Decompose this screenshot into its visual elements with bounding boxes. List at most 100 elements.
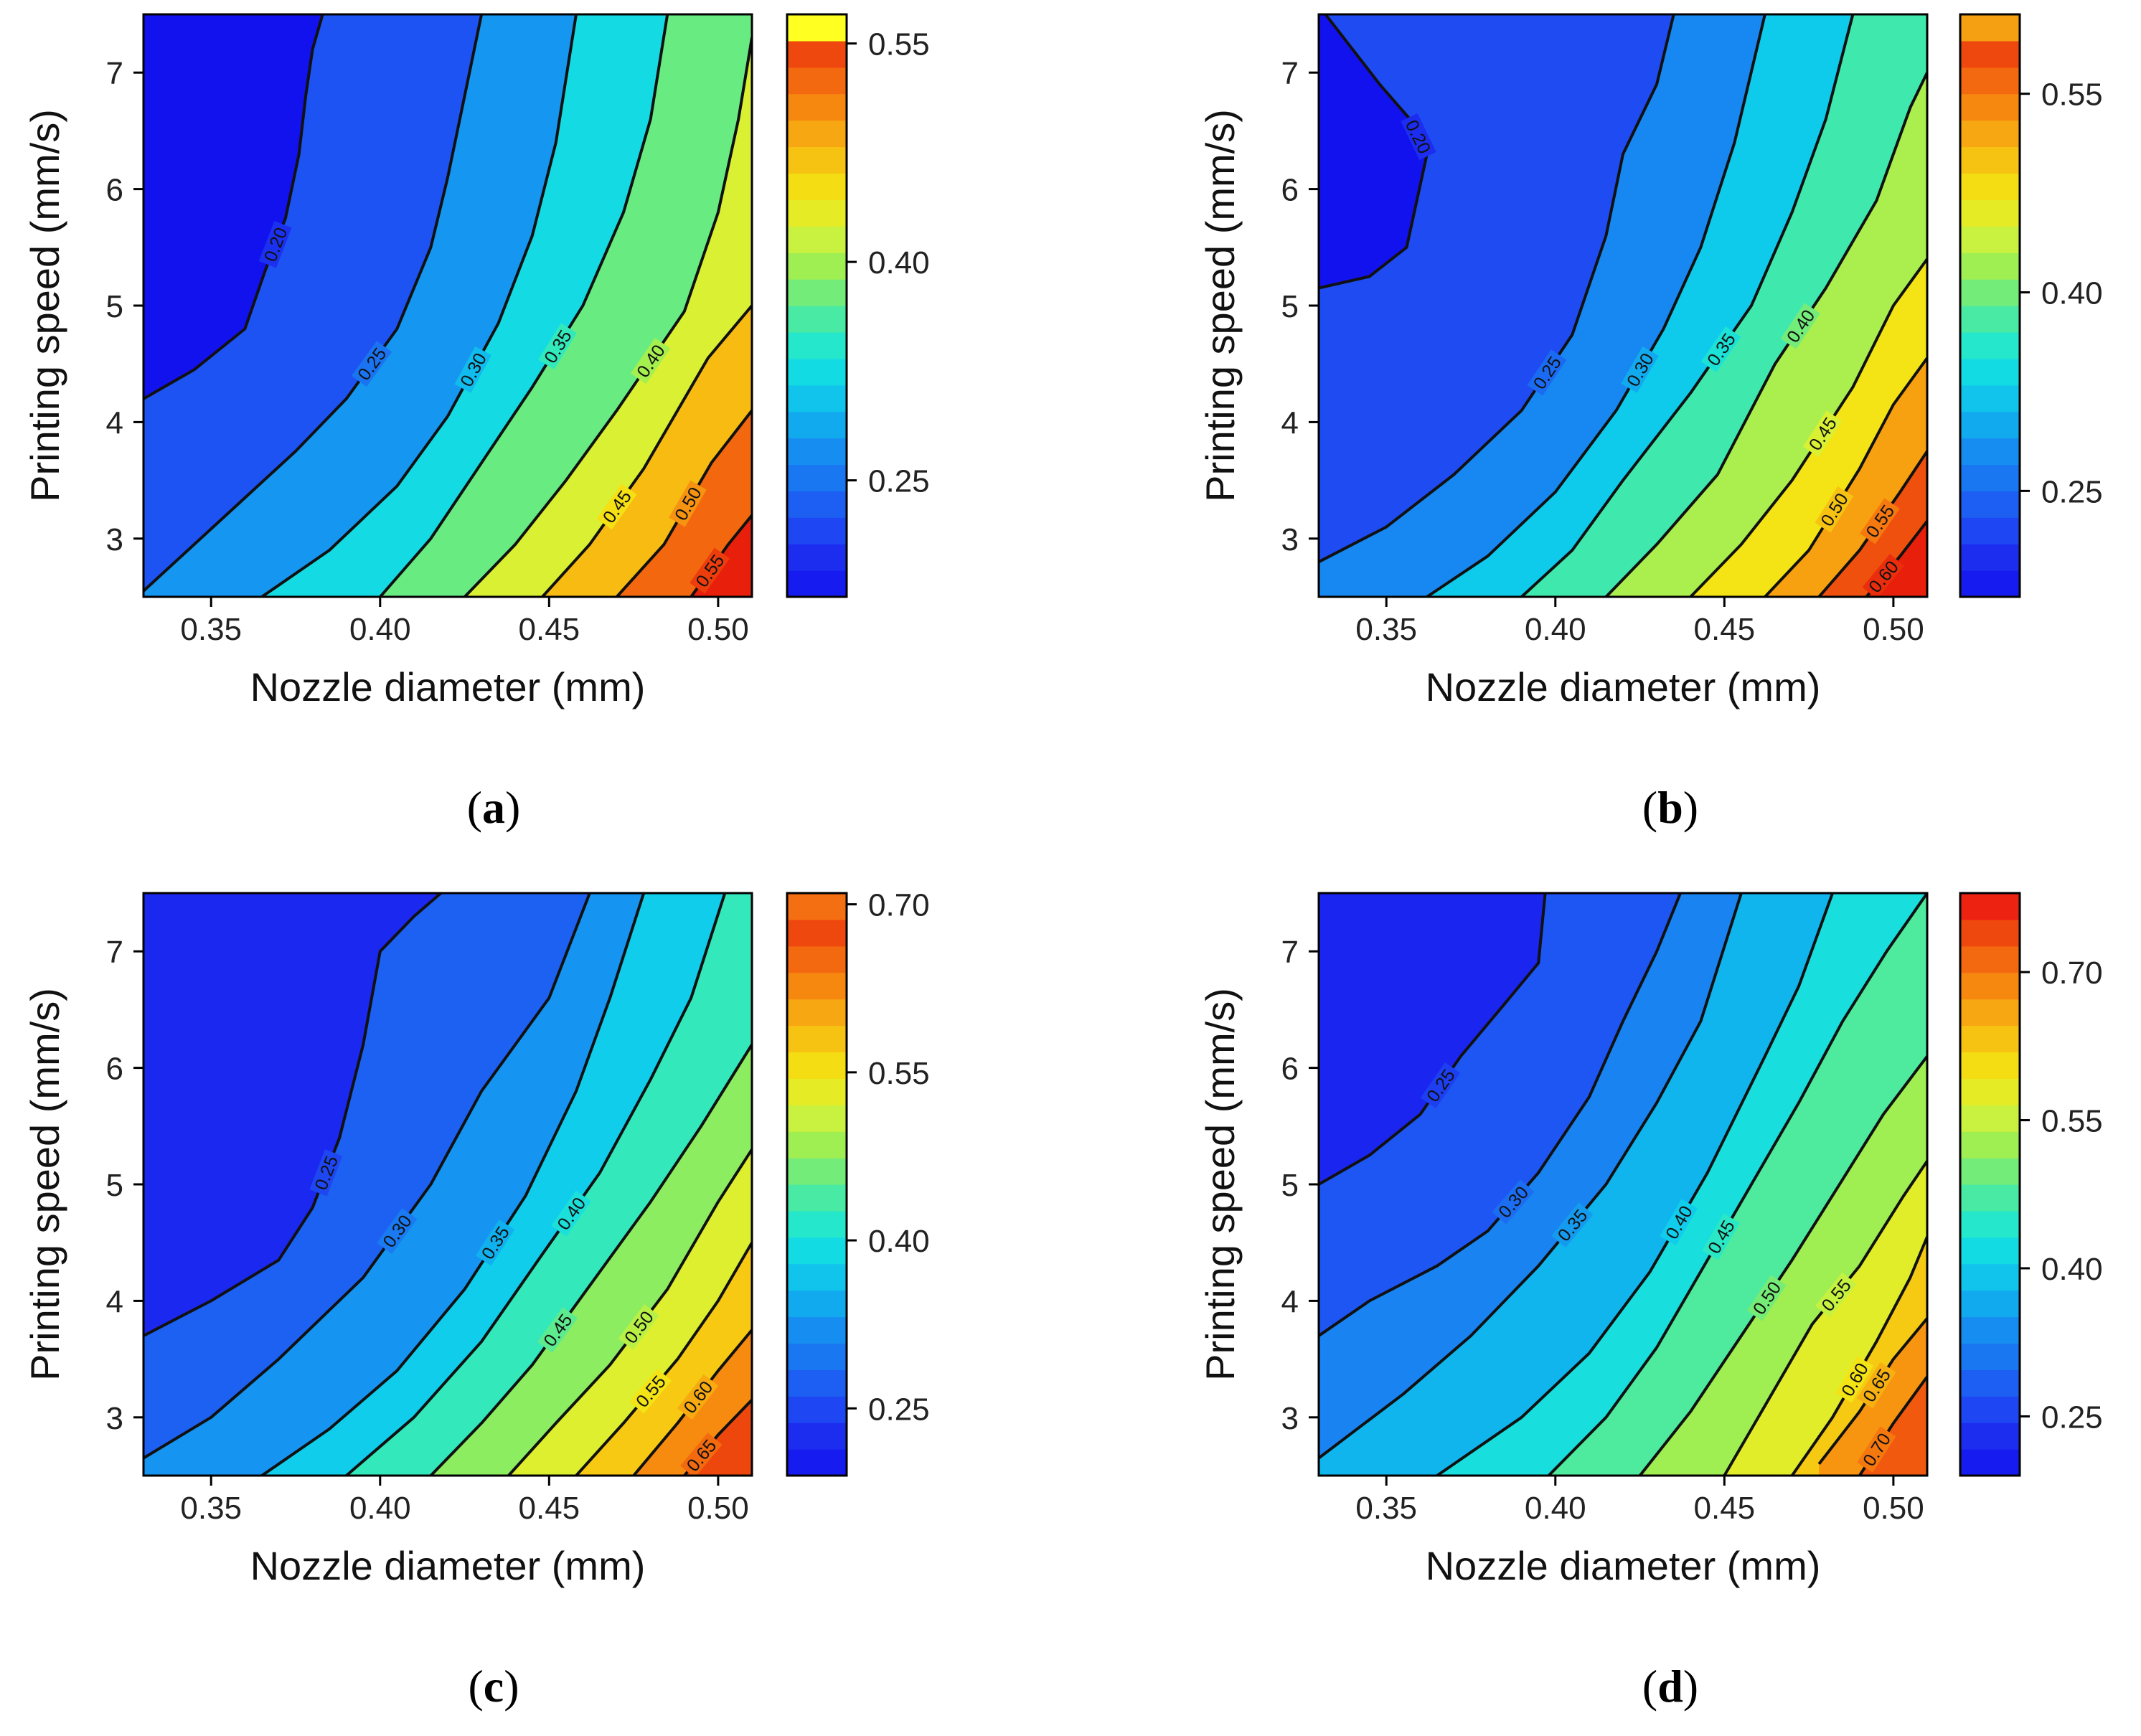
contour-line-0.45	[1547, 893, 1927, 1476]
colorbar-step	[1960, 972, 2020, 1000]
colorbar-step	[787, 1210, 847, 1238]
y-tick-label: 5	[1281, 1168, 1299, 1203]
contour-line-0.60	[1790, 1236, 1927, 1476]
contour-label-backdrop	[377, 1208, 418, 1254]
contour-label-backdrop	[258, 221, 292, 268]
contour-label-group: 0.40	[551, 1190, 591, 1237]
colorbar-step	[787, 385, 847, 412]
contour-label-backdrop	[669, 480, 707, 527]
panel-label: (b)	[1642, 782, 1698, 833]
colorbar-tick-label: 0.55	[2041, 77, 2103, 113]
colorbar-step	[787, 331, 847, 359]
contour-label-group: 0.35	[475, 1219, 515, 1266]
contour-line-0.30	[1319, 893, 1682, 1337]
y-tick-label: 7	[106, 56, 123, 91]
colorbar-step	[1960, 893, 2020, 920]
y-tick-label: 5	[106, 1168, 123, 1203]
y-tick-label: 6	[106, 1052, 123, 1087]
colorbar-step	[787, 1052, 847, 1079]
colorbar-step	[1960, 1423, 2020, 1450]
colorbar-step	[1960, 253, 2020, 280]
x-tick-label: 0.40	[1525, 612, 1586, 647]
colorbar-step	[1960, 279, 2020, 306]
contour-label-backdrop	[538, 323, 577, 370]
colorbar-step	[787, 306, 847, 333]
colorbar-tick-label: 0.40	[2041, 276, 2103, 311]
colorbar-step	[787, 893, 847, 920]
colorbar-tick-label: 0.40	[868, 1224, 930, 1259]
x-tick-label: 0.50	[1863, 1491, 1924, 1526]
contour-panel-a: 0.200.25 0.300.35 0.400.45 0.500.55 0.35 0.40…	[22, 13, 930, 833]
x-tick-label: 0.40	[349, 1491, 411, 1526]
contour-line-0.20	[143, 14, 324, 400]
colorbar-step	[787, 173, 847, 200]
colorbar-step	[787, 1025, 847, 1052]
colorbar: 0.25 0.40 0.55	[786, 13, 930, 598]
y-axis-label: Printing speed (mm/s)	[22, 988, 67, 1381]
colorbar-step	[1960, 1184, 2020, 1212]
colorbar-step	[787, 544, 847, 571]
colorbar-step	[1960, 14, 2020, 42]
colorbar-step	[787, 945, 847, 973]
colorbar-step	[787, 93, 847, 121]
colorbar-step	[1960, 1343, 2020, 1370]
colorbar-step	[787, 1369, 847, 1397]
colorbar-tick-label: 0.55	[868, 27, 930, 62]
colorbar-step	[1960, 1237, 2020, 1265]
colorbar-step	[1960, 1369, 2020, 1397]
contour-label-backdrop	[1420, 1062, 1461, 1109]
y-tick-label: 3	[1281, 1401, 1299, 1436]
contour-line-0.45	[541, 304, 752, 597]
contour-label-backdrop	[1702, 1213, 1740, 1260]
colorbar-step	[787, 1263, 847, 1291]
y-tick-label: 6	[106, 173, 123, 208]
colorbar-step	[1960, 1025, 2020, 1052]
contour-label-backdrop	[677, 1374, 719, 1420]
contour-label-backdrop	[629, 1368, 672, 1414]
colorbar-step	[1960, 544, 2020, 571]
contour-line-0.50	[1764, 357, 1927, 597]
colorbar-step	[1960, 491, 2020, 518]
contour-line-0.25	[1319, 893, 1547, 1186]
colorbar-step	[787, 1237, 847, 1265]
colorbar-step	[787, 438, 847, 465]
panel-label: (a)	[467, 782, 521, 833]
contour-label-backdrop	[351, 341, 392, 387]
y-tick-label: 3	[106, 1401, 123, 1436]
x-tick-label: 0.50	[1863, 612, 1924, 647]
colorbar-step	[787, 358, 847, 386]
contour-panel-b: 0.200.25 0.300.350.400.450.50 0.550.60 0.35…	[1197, 13, 2103, 833]
panel-label: (c)	[468, 1661, 519, 1712]
contour-line-0.25	[1319, 14, 1675, 564]
colorbar-step	[787, 1290, 847, 1318]
colorbar-tick-label: 0.40	[868, 245, 930, 280]
colorbar-step	[1960, 146, 2020, 174]
x-tick-label: 0.45	[519, 1491, 580, 1526]
colorbar-frame	[786, 13, 848, 598]
contour-line-0.25	[143, 893, 442, 1337]
y-tick-label: 3	[106, 522, 123, 557]
contour-label-backdrop	[1862, 554, 1904, 597]
y-axis-label: Printing speed (mm/s)	[1197, 988, 1243, 1381]
colorbar-step	[1960, 199, 2020, 227]
colorbar-step	[1960, 120, 2020, 148]
colorbar-step	[787, 972, 847, 1000]
contour-label-backdrop	[1660, 1199, 1698, 1246]
x-tick-label: 0.40	[349, 612, 411, 647]
x-tick-label: 0.35	[1355, 1491, 1417, 1526]
colorbar-step	[787, 1131, 847, 1159]
colorbar-step	[1960, 173, 2020, 200]
colorbar-step	[787, 14, 847, 42]
colorbar-step	[787, 67, 847, 95]
contour-panel-d: 0.250.300.35 0.40 0.450.50 0.550.600.650.70…	[1197, 892, 2103, 1712]
colorbar-step	[787, 1184, 847, 1212]
colorbar-tick-label: 0.55	[868, 1056, 930, 1091]
y-tick-label: 4	[1281, 1284, 1299, 1319]
colorbar-step	[1960, 306, 2020, 333]
colorbar-step	[787, 411, 847, 439]
contour-line-0.45	[429, 1044, 752, 1476]
colorbar-step	[1960, 1131, 2020, 1159]
colorbar-step	[787, 1423, 847, 1450]
colorbar-tick-label: 0.25	[2041, 474, 2103, 509]
x-tick-label: 0.45	[519, 612, 580, 647]
